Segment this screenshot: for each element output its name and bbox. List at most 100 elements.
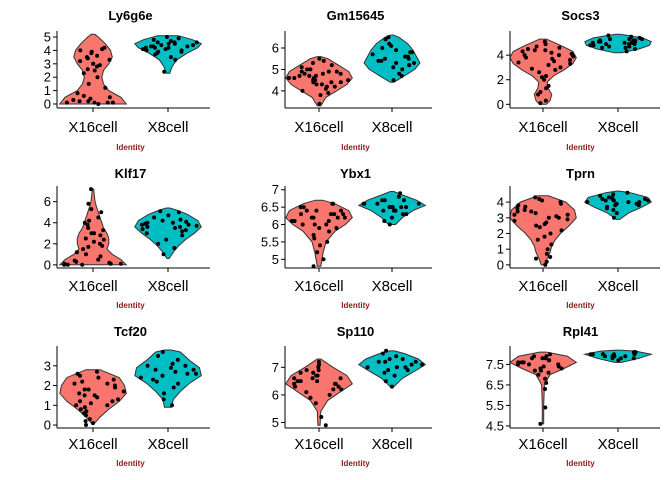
data-point <box>152 215 157 220</box>
data-point <box>156 353 160 358</box>
x-tick-label: X16cell <box>294 436 343 453</box>
data-point <box>329 63 334 68</box>
data-point <box>536 372 541 377</box>
data-point <box>568 58 572 62</box>
data-point <box>538 90 543 94</box>
data-point <box>162 391 166 396</box>
data-point <box>89 49 94 54</box>
data-point <box>558 200 563 205</box>
data-point <box>341 212 346 217</box>
data-point <box>95 369 99 374</box>
data-point <box>91 421 95 426</box>
data-point <box>412 61 417 65</box>
data-point <box>339 387 344 392</box>
data-point <box>382 219 387 223</box>
data-point <box>402 198 406 203</box>
panel-title: Ybx1 <box>340 166 371 181</box>
data-point <box>164 237 169 242</box>
data-point <box>110 399 115 404</box>
data-point <box>82 405 87 410</box>
data-point <box>346 78 351 83</box>
data-point <box>597 39 601 44</box>
data-point <box>544 251 549 256</box>
data-point <box>383 37 388 42</box>
data-point <box>400 67 405 72</box>
data-point <box>537 197 542 201</box>
data-point <box>112 383 117 388</box>
data-point <box>538 421 543 426</box>
data-point <box>557 53 561 58</box>
data-point <box>154 379 159 384</box>
data-point <box>396 194 401 199</box>
data-point <box>543 48 548 53</box>
data-point <box>78 399 82 404</box>
data-point <box>515 206 520 211</box>
data-point <box>78 407 83 412</box>
data-point <box>185 371 190 376</box>
data-point <box>532 354 537 359</box>
x-axis-title: Identity <box>566 301 595 310</box>
data-point <box>105 403 110 408</box>
y-tick-label: 1 <box>44 398 51 413</box>
data-point <box>544 380 549 385</box>
data-point <box>389 384 394 389</box>
data-point <box>334 69 339 74</box>
data-point <box>542 39 547 44</box>
y-tick-label: 4 <box>497 48 504 63</box>
data-point <box>317 56 322 61</box>
data-point <box>298 370 303 375</box>
data-point <box>334 226 339 230</box>
data-point <box>316 359 321 364</box>
data-point <box>534 256 538 261</box>
violin-x8cell <box>584 190 653 220</box>
data-point <box>387 357 392 361</box>
data-point <box>327 392 332 397</box>
data-point <box>623 45 628 50</box>
data-point <box>325 239 330 244</box>
data-point <box>300 222 305 227</box>
data-point <box>598 193 603 198</box>
data-point <box>101 237 106 242</box>
data-point <box>315 250 320 255</box>
data-point <box>409 362 414 367</box>
data-point <box>311 370 316 375</box>
data-point <box>600 197 605 201</box>
data-point <box>537 70 542 75</box>
data-point <box>172 40 177 45</box>
data-point <box>89 187 93 192</box>
data-point <box>559 228 564 233</box>
data-point <box>144 48 149 53</box>
data-point <box>407 63 412 68</box>
data-point <box>145 363 150 368</box>
data-point <box>323 423 328 428</box>
data-point <box>176 381 180 386</box>
data-point <box>362 201 367 206</box>
data-point <box>166 41 171 46</box>
y-tick-label: 3 <box>44 358 51 373</box>
data-point <box>380 46 385 50</box>
data-point <box>382 370 387 375</box>
data-point <box>310 376 315 381</box>
data-point <box>544 220 549 225</box>
data-point <box>318 93 323 98</box>
data-point <box>156 241 161 246</box>
data-point <box>169 39 173 43</box>
data-point <box>585 200 590 205</box>
data-point <box>394 61 399 65</box>
data-point <box>185 44 190 49</box>
data-point <box>110 100 115 105</box>
data-point <box>607 44 612 49</box>
data-point <box>74 250 79 255</box>
data-point <box>92 68 97 73</box>
violin-x16cell <box>509 195 577 266</box>
data-point <box>400 357 405 361</box>
y-tick-label: 6 <box>272 217 279 232</box>
data-point <box>416 201 421 206</box>
data-point <box>298 205 303 210</box>
data-point <box>540 356 545 361</box>
y-tick-label: 6 <box>272 387 279 402</box>
data-point <box>379 58 384 63</box>
